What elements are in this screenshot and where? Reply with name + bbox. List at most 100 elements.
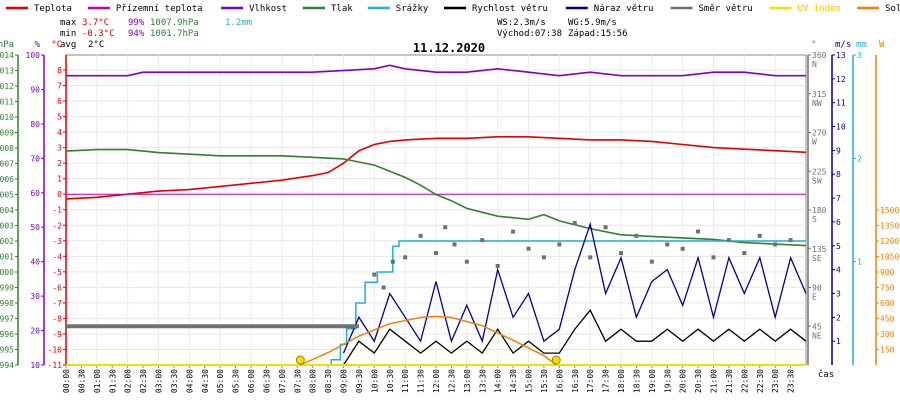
w-axis-label: W [879,40,885,50]
dir-name-3: S [812,215,817,224]
x-tick-label-8: 04:00 [185,369,194,393]
legend-label-3: Tlak [331,4,353,14]
series-sm-r-v-tru-point-17 [603,225,608,230]
legend-label-4: Srážky [396,4,429,14]
stat-min-hum: 94% [128,29,145,39]
legend-label-5: Rychlost větru [472,4,548,14]
series-sm-r-v-tru-point-29 [788,238,793,243]
series-sm-r-v-tru-point-23 [696,229,701,234]
degc-tick-label-17: 6 [57,97,62,106]
stat-max-hum: 99% [128,18,145,28]
x-tick-label-30: 15:00 [525,369,534,393]
x-tick-label-37: 18:30 [632,369,641,393]
mm-tick-label-0: 1 [857,258,862,267]
ms-tick-label-9: 10 [836,123,846,132]
stat-sunrise: Východ:07:38 [497,29,562,39]
ms-tick-label-8: 9 [836,146,841,155]
x-tick-label-6: 03:00 [155,369,164,393]
stat-min-temp: -0.3°C [82,29,115,39]
hpa-tick-label-0: 994 [0,361,14,370]
stat-sunset: Západ:15:56 [568,29,628,39]
w-tick-label-7: 1200 [880,237,899,246]
dir-name-4: SW [812,176,822,185]
dir_deg-tick-label-6: 315 [812,90,827,99]
dir-name-6: NW [812,99,822,108]
x-tick-label-44: 22:00 [740,369,749,393]
mm-axis-label: mm [856,40,867,50]
x-tick-label-45: 22:30 [756,369,765,393]
pct-tick-label-5: 60 [30,189,40,198]
series-sm-r-v-tru-point-27 [757,233,762,238]
x-tick-label-43: 21:30 [725,369,734,393]
dir_deg-tick-label-1: 90 [812,284,822,293]
x-tick-label-9: 04:30 [201,369,210,393]
x-tick-label-19: 09:30 [355,369,364,393]
hpa-tick-label-1: 995 [0,346,14,355]
dir_deg-tick-label-7: 360 [812,51,827,60]
ms-tick-label-0: 1 [836,337,841,346]
pct-tick-label-1: 20 [30,327,40,336]
ms-tick-label-3: 4 [836,266,841,275]
pct-tick-label-3: 40 [30,258,40,267]
w-tick-label-3: 600 [880,299,895,308]
series-sm-r-v-tru-point-14 [557,242,562,247]
legend-label-0: Teplota [34,4,72,14]
hpa-tick-label-19: 1013 [0,67,14,76]
stat-max-temp: 3.7°C [82,18,109,28]
ms-axis-label: m/s [835,40,851,50]
x-tick-label-32: 16:00 [555,369,564,393]
dir-name-5: W [812,138,817,147]
sunrise-marker [295,355,305,365]
x-tick-label-40: 20:00 [679,369,688,393]
dir-name-1: E [812,293,817,302]
stats-panel: max 3.7°C 99% 1007.9hPa 1.2mm min -0.3°C… [60,18,628,50]
w-tick-label-0: 150 [880,346,895,355]
legend-label-7: Směr větru [699,4,753,14]
x-tick-label-18: 09:00 [340,369,349,393]
ms-tick-label-4: 5 [836,242,841,251]
x-tick-label-39: 19:30 [663,369,672,393]
degc-tick-label-12: 1 [57,175,62,184]
w-tick-label-1: 300 [880,330,895,339]
legend-label-2: Vlhkost [249,4,287,14]
legend-label-9: Solar [885,4,900,14]
series-sm-r-v-tru-point-4 [418,233,423,238]
pct-tick-label-2: 30 [30,292,40,301]
x-tick-label-10: 05:00 [216,369,225,393]
series-solar-line [299,315,557,366]
series-sm-r-v-tru-point-21 [665,242,670,247]
hpa-tick-label-20: 1014 [0,51,14,60]
x-tick-label-36: 18:00 [617,369,626,393]
series-sm-r-v-tru-point-24 [711,255,716,260]
series-sm-r-v-tru-point-9 [480,238,485,243]
x-tick-label-42: 21:00 [710,369,719,393]
x-tick-label-5: 02:30 [139,369,148,393]
series-sm-r-v-tru-point-15 [572,220,577,225]
hpa-tick-label-6: 1000 [0,268,14,277]
x-tick-label-16: 08:00 [309,369,318,393]
pct-tick-label-6: 70 [30,154,40,163]
degc-tick-label-9: -2 [52,221,62,230]
mm-tick-label-2: 3 [857,51,862,60]
hpa-tick-label-10: 1004 [0,206,14,215]
ms-tick-label-2: 3 [836,289,841,298]
ms-tick-label-6: 7 [836,194,841,203]
degc-tick-label-0: -11 [48,361,63,370]
hpa-tick-label-3: 997 [0,315,14,324]
dir-name-7: N [812,60,817,69]
stat-ws: WS:2.3m/s [497,18,546,28]
x-tick-label-15: 07:30 [293,369,302,393]
w-tick-label-6: 1050 [880,253,899,262]
chart-title: 11.12.2020 [413,41,485,55]
stat-max-label: max [60,18,77,28]
pct-tick-label-9: 100 [26,51,41,60]
hpa-tick-label-16: 1010 [0,113,14,122]
series-sm-r-v-tru-point-19 [634,233,639,238]
degc-tick-label-5: -6 [52,283,62,292]
dir_deg-tick-label-3: 180 [812,206,827,215]
degc-tick-label-3: -8 [52,314,62,323]
x-tick-label-23: 11:30 [417,369,426,393]
x-tick-label-31: 15:30 [540,369,549,393]
